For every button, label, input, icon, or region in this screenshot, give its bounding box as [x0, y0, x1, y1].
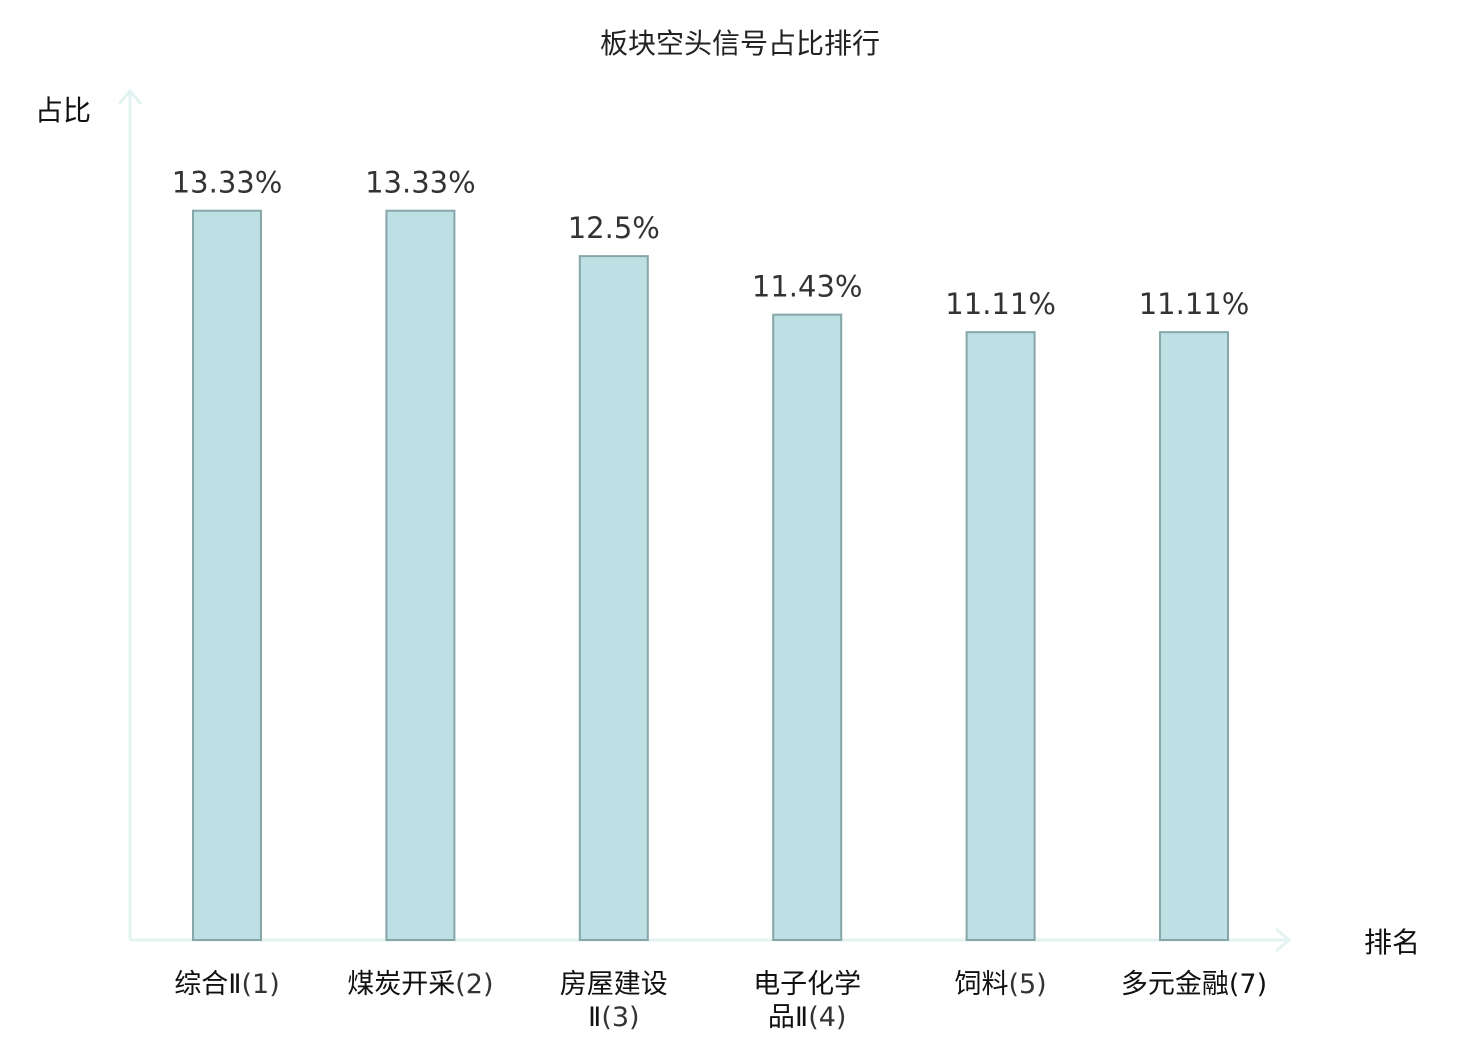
value-label-6: 11.11% — [1139, 287, 1250, 321]
bar-1 — [192, 209, 262, 942]
category-rank: (1) — [242, 969, 280, 1000]
category-label-line: 品Ⅱ(4) — [768, 1002, 847, 1033]
y-axis-arrow — [117, 88, 143, 105]
category-label-1: 综合Ⅱ(1) — [174, 969, 280, 1000]
category-label-line: 综合Ⅱ(1) — [174, 969, 280, 1000]
category-label-5: 饲料(5) — [954, 969, 1046, 1000]
value-label-1: 13.33% — [172, 166, 283, 200]
category-label-line: 房屋建设 — [560, 969, 668, 1000]
bar-4 — [772, 313, 843, 941]
x-axis-label: 排名 — [1364, 926, 1420, 959]
category-labels-group: 综合Ⅱ(1) 煤炭开采(2) 房屋建设 Ⅱ(3) 电子化学品Ⅱ(4) 饲料(5) 多元金融(… — [174, 969, 1267, 1033]
value-label-5: 11.11% — [945, 287, 1056, 321]
category-label-line: Ⅱ(3) — [588, 1002, 640, 1033]
value-label-3: 12.5% — [568, 211, 660, 245]
axes — [117, 88, 1292, 953]
bars-group — [192, 209, 1229, 942]
category-rank: (7) — [1229, 969, 1267, 1000]
bar-2 — [385, 209, 456, 942]
category-label-line: 饲料(5) — [954, 969, 1046, 1000]
bar-6 — [1159, 331, 1229, 941]
category-rank: (2) — [455, 969, 493, 1000]
bar-3 — [578, 255, 649, 941]
x-axis-arrow — [1275, 927, 1292, 953]
value-labels-group: 13.33% 13.33% 12.5% 11.43% 11.11% 11.11% — [172, 166, 1250, 321]
chart-title: 板块空头信号占比排行 — [600, 27, 880, 60]
category-label-line: 多元金融(7) — [1121, 969, 1267, 1000]
category-label-6: 多元金融(7) — [1121, 969, 1267, 1000]
category-label-3: 房屋建设 Ⅱ(3) — [560, 969, 668, 1033]
category-label-line: 电子化学 — [753, 969, 861, 1000]
category-rank: (3) — [601, 1002, 639, 1033]
y-axis-label: 占比 — [35, 94, 91, 127]
category-label-4: 电子化学品Ⅱ(4) — [753, 969, 861, 1033]
value-label-4: 11.43% — [752, 270, 863, 304]
category-rank: (4) — [808, 1002, 846, 1033]
bar-5 — [965, 331, 1036, 941]
category-rank: (5) — [1008, 969, 1046, 1000]
value-label-2: 13.33% — [365, 166, 476, 200]
category-label-2: 煤炭开采(2) — [347, 969, 493, 1000]
category-label-line: 煤炭开采(2) — [347, 969, 493, 1000]
